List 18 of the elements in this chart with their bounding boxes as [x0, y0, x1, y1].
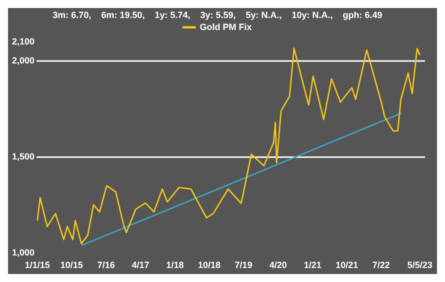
x-tick-label: 1/21 [304, 260, 322, 270]
y-tick-label: 1,000 [12, 248, 35, 258]
y-tick-label: 2,000 [12, 56, 35, 66]
x-tick-label: 7/22 [372, 260, 390, 270]
x-tick-label: 7/19 [234, 260, 252, 270]
x-tick-label: 1/18 [166, 260, 184, 270]
x-tick-label: 10/18 [198, 260, 221, 270]
x-tick-label: 7/16 [97, 260, 115, 270]
x-tick-label: 4/20 [269, 260, 287, 270]
x-tick-label: 10/15 [60, 260, 83, 270]
x-tick-label: 5/5/23 [407, 260, 432, 270]
chart-title: 3m: 6.70, 6m: 19.50, 1y: 5.74, 3y: 5.59, 5y: N.A., 10y: N.A., gph: 6.49 [52, 10, 382, 20]
x-tick-label: 1/1/15 [24, 260, 50, 270]
legend-label: Gold PM Fix [200, 22, 252, 32]
y-tick-label: 2,100 [12, 36, 35, 46]
x-tick-label: 10/21 [336, 260, 358, 270]
x-tick-label: 4/17 [132, 260, 150, 270]
y-tick-label: 1,500 [12, 152, 35, 162]
